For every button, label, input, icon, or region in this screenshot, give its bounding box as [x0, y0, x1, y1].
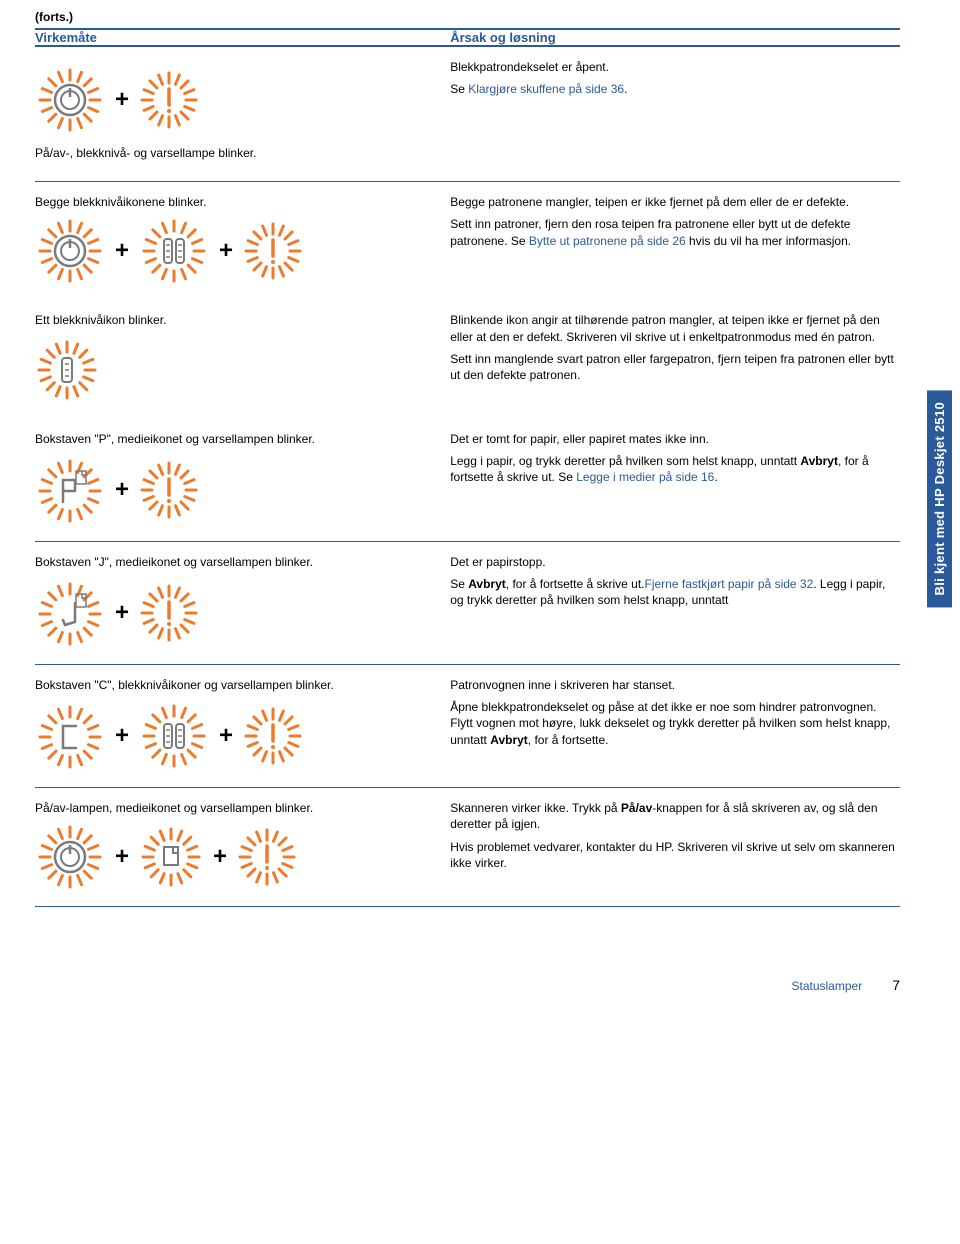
- solution-text: Begge patronene mangler, teipen er ikke …: [450, 194, 900, 210]
- behavior-text: Bokstaven "C", blekknivåikoner og varsel…: [35, 677, 450, 693]
- media-blink-icon: [139, 822, 203, 892]
- cross-ref-link[interactable]: Klargjøre skuffene på side 36: [468, 82, 624, 96]
- plus-icon: +: [115, 724, 129, 748]
- ink-both-blink-icon: [139, 216, 209, 286]
- alert-blink-icon: [139, 65, 199, 135]
- solution-text: Legg i papir, og trykk deretter på hvilk…: [450, 453, 900, 485]
- behavior-text: Begge blekknivåikonene blinker.: [35, 194, 450, 210]
- plus-icon: +: [115, 478, 129, 502]
- continuation-label: (forts.): [35, 10, 900, 24]
- alert-blink-icon: [243, 701, 303, 771]
- cross-ref-link[interactable]: Bytte ut patronene på side 26: [529, 234, 686, 248]
- bold-term: Avbryt: [800, 454, 838, 468]
- footer-label: Statuslamper: [792, 979, 863, 993]
- plus-icon: +: [115, 88, 129, 112]
- status-table: Virkemåte Årsak og løsning + På/av-, blek…: [35, 28, 900, 907]
- solution-text: Sett inn patroner, fjern den rosa teipen…: [450, 216, 900, 248]
- solution-text: Hvis problemet vedvarer, kontakter du HP…: [450, 839, 900, 871]
- letter-p-blink-icon: [35, 453, 105, 527]
- header-left: Virkemåte: [35, 30, 97, 45]
- solution-text: Sett inn manglende svart patron eller fa…: [450, 351, 900, 383]
- icon-row: ++: [35, 699, 450, 773]
- cross-ref-link[interactable]: Fjerne fastkjørt papir på side 32: [645, 577, 814, 591]
- header-right: Årsak og løsning: [450, 30, 555, 45]
- solution-text: Skanneren virker ikke. Trykk på På/av-kn…: [450, 800, 900, 832]
- letter-c-blink-icon: [35, 699, 105, 773]
- chapter-sidebar: Bli kjent med HP Deskjet 2510: [927, 390, 952, 607]
- plus-icon: +: [115, 239, 129, 263]
- alert-blink-icon: [237, 822, 297, 892]
- behavior-text: Ett blekknivåikon blinker.: [35, 312, 450, 328]
- bold-term: Avbryt: [468, 577, 506, 591]
- icon-row: +: [35, 576, 450, 650]
- icon-row: +: [35, 65, 450, 135]
- behavior-text: Bokstaven "J", medieikonet og varsellamp…: [35, 554, 450, 570]
- icon-row: [35, 335, 450, 405]
- bold-term: På/av: [621, 801, 652, 815]
- behavior-text: Bokstaven "P", medieikonet og varsellamp…: [35, 431, 450, 447]
- bold-term: Avbryt: [490, 733, 528, 747]
- plus-icon: +: [213, 845, 227, 869]
- behavior-text: På/av-lampen, medieikonet og varsellampe…: [35, 800, 450, 816]
- page-footer: Statuslamper 7: [0, 947, 960, 1003]
- power-blink-icon: [35, 822, 105, 892]
- icon-row: +: [35, 453, 450, 527]
- plus-icon: +: [115, 845, 129, 869]
- cross-ref-link[interactable]: Legge i medier på side 16: [576, 470, 714, 484]
- icon-row: ++: [35, 216, 450, 286]
- solution-text: Patronvognen inne i skriveren har stanse…: [450, 677, 900, 693]
- solution-text: Se Avbryt, for å fortsette å skrive ut.F…: [450, 576, 900, 608]
- letter-j-blink-icon: [35, 576, 105, 650]
- alert-blink-icon: [243, 216, 303, 286]
- solution-text: Det er papirstopp.: [450, 554, 900, 570]
- power-blink-icon: [35, 216, 105, 286]
- plus-icon: +: [115, 601, 129, 625]
- ink-one-blink-icon: [35, 335, 99, 405]
- alert-blink-icon: [139, 578, 199, 648]
- icon-row: ++: [35, 822, 450, 892]
- behavior-text: På/av-, blekknivå- og varsellampe blinke…: [35, 145, 450, 161]
- ink-both-blink-icon: [139, 701, 209, 771]
- solution-text: Blinkende ikon angir at tilhørende patro…: [450, 312, 900, 344]
- plus-icon: +: [219, 239, 233, 263]
- solution-text: Åpne blekkpatrondekselet og påse at det …: [450, 699, 900, 748]
- solution-text: Blekkpatrondekselet er åpent.: [450, 59, 900, 75]
- solution-text: Se Klargjøre skuffene på side 36.: [450, 81, 900, 97]
- solution-text: Det er tomt for papir, eller papiret mat…: [450, 431, 900, 447]
- power-blink-icon: [35, 65, 105, 135]
- footer-page-number: 7: [892, 977, 900, 993]
- alert-blink-icon: [139, 455, 199, 525]
- plus-icon: +: [219, 724, 233, 748]
